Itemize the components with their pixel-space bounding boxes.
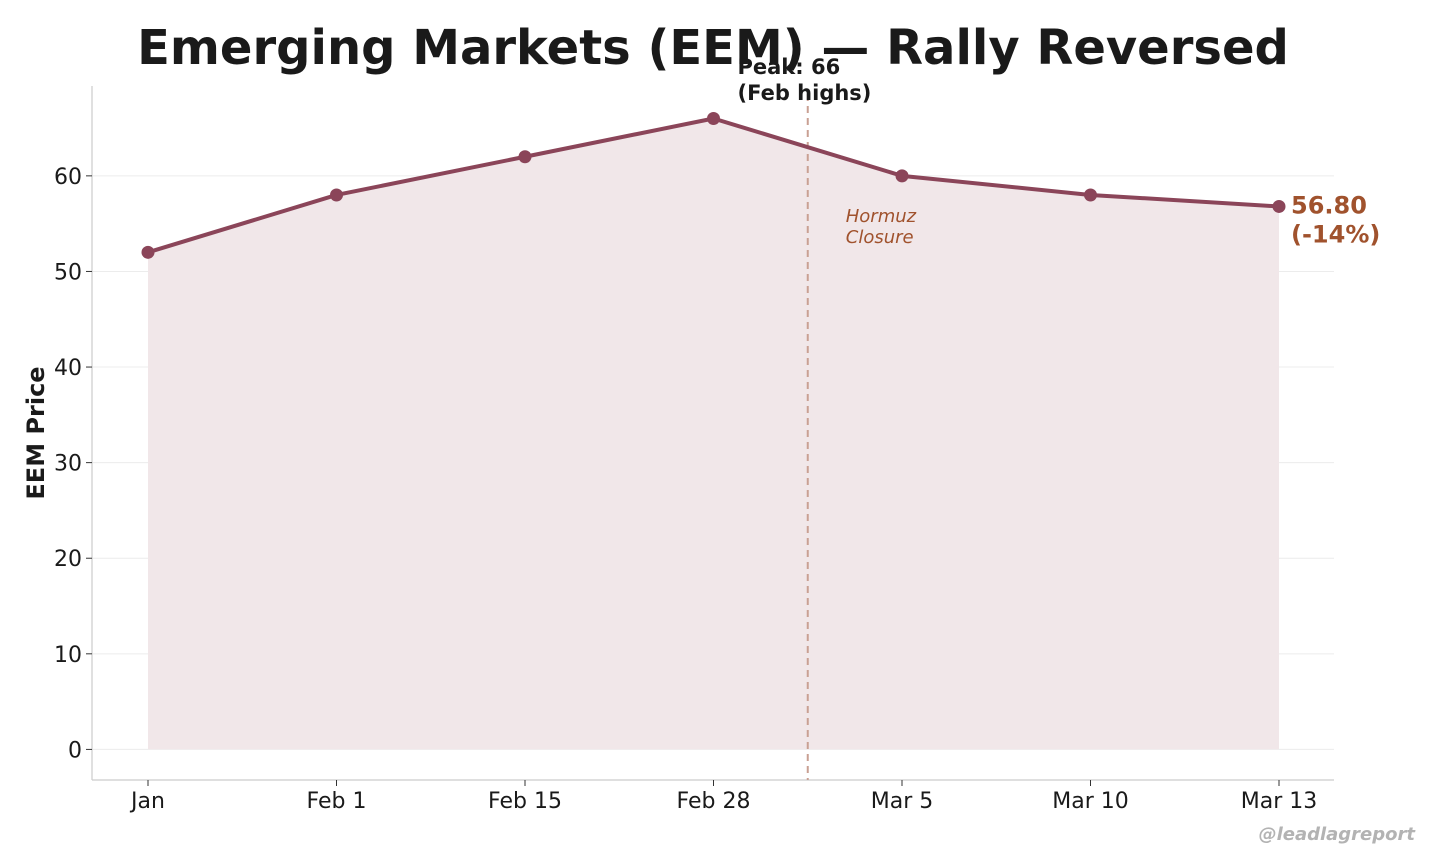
y-tick-label: 0 — [68, 738, 82, 763]
x-tick-label: Jan — [129, 789, 165, 814]
x-tick-label: Feb 15 — [488, 789, 562, 814]
y-tick-label: 10 — [54, 643, 82, 668]
event-annotation: Hormuz — [846, 206, 917, 227]
peak-annotation: (Feb highs) — [738, 81, 872, 105]
event-annotation: Closure — [846, 227, 914, 248]
data-point — [1084, 188, 1097, 202]
watermark: @leadlagreport — [1259, 824, 1417, 845]
plot-area: 0 10 20 30 40 50 60 Jan Feb 1 Feb 15 Feb 28 Mar 5 Ma… — [54, 55, 1380, 814]
data-point — [141, 245, 155, 259]
y-tick-label: 50 — [54, 260, 82, 285]
peak-annotation: Peak: 66 — [738, 55, 841, 79]
y-tick-label: 20 — [54, 547, 82, 572]
y-tick-label: 40 — [54, 356, 82, 381]
x-tick-label: Feb 1 — [307, 789, 367, 814]
last-value-annotation: (-14%) — [1291, 220, 1380, 248]
last-value-annotation: 56.80 — [1291, 191, 1367, 219]
chart-title: Emerging Markets (EEM) — Rally Reversed — [137, 20, 1289, 76]
x-tick-label: Mar 5 — [871, 789, 934, 814]
y-axis-label: EEM Price — [22, 366, 50, 499]
data-point — [518, 150, 532, 164]
data-point — [1272, 199, 1286, 213]
x-tick-label: Mar 13 — [1241, 789, 1318, 814]
data-point — [330, 188, 343, 202]
data-point — [895, 169, 909, 183]
y-tick-label: 60 — [54, 165, 82, 190]
area-fill — [148, 118, 1279, 750]
x-tick-label: Feb 28 — [677, 789, 751, 814]
y-tick-label: 30 — [54, 452, 82, 477]
x-tick-label: Mar 10 — [1052, 789, 1129, 814]
data-point — [707, 112, 720, 126]
